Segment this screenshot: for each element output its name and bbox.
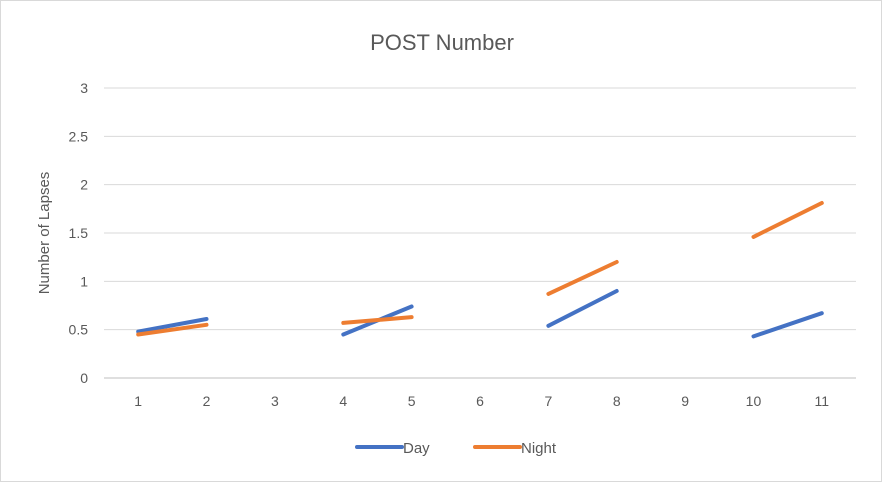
x-tick-label: 1 — [134, 393, 142, 409]
y-tick-label: 3 — [80, 80, 88, 96]
x-tick-label: 3 — [271, 393, 279, 409]
y-tick-label: 0 — [80, 370, 88, 386]
y-tick-label: 0.5 — [69, 322, 89, 338]
series-line-day — [546, 289, 619, 328]
legend-label-night: Night — [521, 440, 557, 457]
x-tick-label: 8 — [613, 393, 621, 409]
series-line-day — [136, 317, 209, 334]
series-lines — [136, 201, 824, 339]
x-tick-label: 5 — [408, 393, 416, 409]
x-tick-label: 11 — [815, 393, 830, 409]
y-tick-label: 2.5 — [69, 128, 89, 144]
x-axis-ticks: 1 2 3 4 5 6 7 8 9 10 11 — [134, 393, 829, 409]
series-line-night — [341, 315, 414, 325]
x-tick-label: 2 — [203, 393, 211, 409]
y-axis-title: Number of Lapses — [36, 172, 53, 295]
series-line-day — [751, 311, 824, 339]
series-line-night — [751, 201, 824, 239]
y-axis-ticks: 0 0.5 1 1.5 2 2.5 3 — [69, 80, 89, 386]
legend: Day Night — [355, 440, 557, 457]
y-tick-label: 2 — [80, 177, 88, 193]
gridlines — [104, 87, 856, 379]
y-tick-label: 1.5 — [69, 225, 89, 241]
y-tick-label: 1 — [80, 273, 88, 289]
x-tick-label: 10 — [746, 393, 762, 409]
x-tick-label: 9 — [681, 393, 689, 409]
series-line-night — [546, 260, 619, 296]
series-line-night — [136, 322, 209, 337]
chart-title: POST Number — [370, 30, 514, 55]
x-tick-label: 6 — [476, 393, 484, 409]
x-tick-label: 7 — [544, 393, 552, 409]
legend-label-day: Day — [403, 440, 430, 457]
x-tick-label: 4 — [339, 393, 347, 409]
